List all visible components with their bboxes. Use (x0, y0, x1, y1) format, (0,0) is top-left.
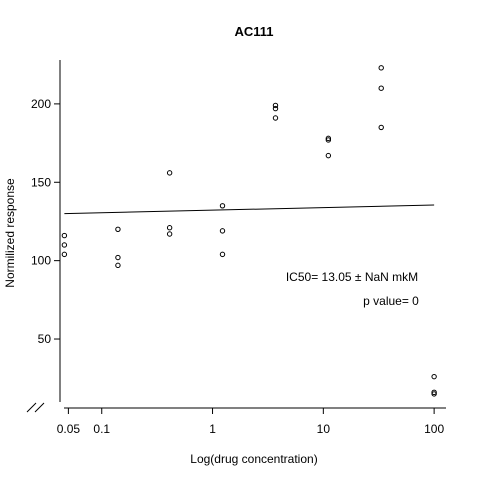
data-point (166, 170, 173, 176)
y-tick-label: 50 (38, 332, 52, 346)
x-tick-label: 1 (209, 422, 216, 436)
data-point (378, 124, 384, 131)
axis-break (26, 402, 45, 413)
chart-title: AC111 (234, 24, 273, 39)
data-point (325, 137, 332, 143)
data-point (272, 115, 279, 121)
data-point (272, 102, 279, 109)
data-point (219, 203, 226, 209)
data-point (378, 65, 384, 71)
y-tick-label: 100 (31, 254, 51, 268)
x-tick-label: 10 (317, 422, 331, 436)
data-point (115, 254, 121, 261)
ic50-annotation: IC50= 13.05 ± NaN mkM (286, 270, 418, 284)
data-points (61, 65, 437, 397)
data-point (61, 232, 68, 239)
p-value-annotation: p value= 0 (363, 294, 419, 308)
data-point (61, 242, 68, 248)
y-tick-label: 150 (31, 175, 51, 189)
y-ticks: 50 100 150 200 (31, 97, 60, 346)
x-ticks: 0.05 0.1 1 10 100 (57, 408, 444, 436)
data-point (219, 251, 226, 258)
data-point (325, 135, 332, 142)
x-tick-label: 0.05 (57, 422, 81, 436)
data-point (219, 228, 226, 234)
x-axis-label: Log(drug concentration) (190, 452, 317, 466)
y-tick-label: 200 (31, 97, 51, 111)
data-point (115, 226, 121, 232)
data-point (431, 391, 437, 397)
data-point (325, 152, 332, 159)
data-point (272, 105, 279, 112)
fit-line (64, 204, 435, 215)
x-tick-label: 0.1 (93, 422, 110, 436)
y-axis-label: Normilized response (3, 178, 17, 288)
data-point (115, 262, 121, 269)
data-point (378, 85, 384, 91)
data-point (431, 373, 437, 380)
data-point (431, 389, 437, 396)
x-tick-label: 100 (424, 422, 444, 436)
data-point (61, 251, 68, 258)
data-point (166, 231, 173, 237)
data-point (166, 225, 173, 231)
